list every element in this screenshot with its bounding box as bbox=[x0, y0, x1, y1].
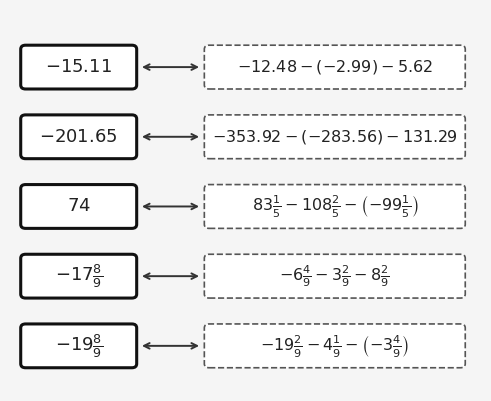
Text: $-12.48-(-2.99)-5.62$: $-12.48-(-2.99)-5.62$ bbox=[237, 58, 433, 76]
FancyBboxPatch shape bbox=[204, 184, 465, 229]
FancyBboxPatch shape bbox=[204, 45, 465, 89]
Text: $-15.11$: $-15.11$ bbox=[45, 58, 112, 76]
FancyBboxPatch shape bbox=[21, 324, 136, 368]
Text: $-17\frac{8}{9}$: $-17\frac{8}{9}$ bbox=[55, 262, 103, 290]
Text: $83\frac{1}{5}-108\frac{2}{5}-\left(-99\frac{1}{5}\right)$: $83\frac{1}{5}-108\frac{2}{5}-\left(-99\… bbox=[251, 193, 418, 219]
Text: $-19\frac{2}{9}-4\frac{1}{9}-\left(-3\frac{4}{9}\right)$: $-19\frac{2}{9}-4\frac{1}{9}-\left(-3\fr… bbox=[260, 333, 409, 359]
Text: $-353.92-(-283.56)-131.29$: $-353.92-(-283.56)-131.29$ bbox=[212, 128, 458, 146]
FancyBboxPatch shape bbox=[21, 115, 136, 159]
Text: $74$: $74$ bbox=[67, 197, 91, 215]
FancyBboxPatch shape bbox=[204, 254, 465, 298]
Text: $-19\frac{8}{9}$: $-19\frac{8}{9}$ bbox=[55, 332, 103, 360]
FancyBboxPatch shape bbox=[21, 45, 136, 89]
Text: $-201.65$: $-201.65$ bbox=[39, 128, 118, 146]
FancyBboxPatch shape bbox=[204, 115, 465, 159]
FancyBboxPatch shape bbox=[21, 184, 136, 229]
FancyBboxPatch shape bbox=[21, 254, 136, 298]
Text: $-6\frac{4}{9}-3\frac{2}{9}-8\frac{2}{9}$: $-6\frac{4}{9}-3\frac{2}{9}-8\frac{2}{9}… bbox=[279, 263, 390, 289]
FancyBboxPatch shape bbox=[204, 324, 465, 368]
